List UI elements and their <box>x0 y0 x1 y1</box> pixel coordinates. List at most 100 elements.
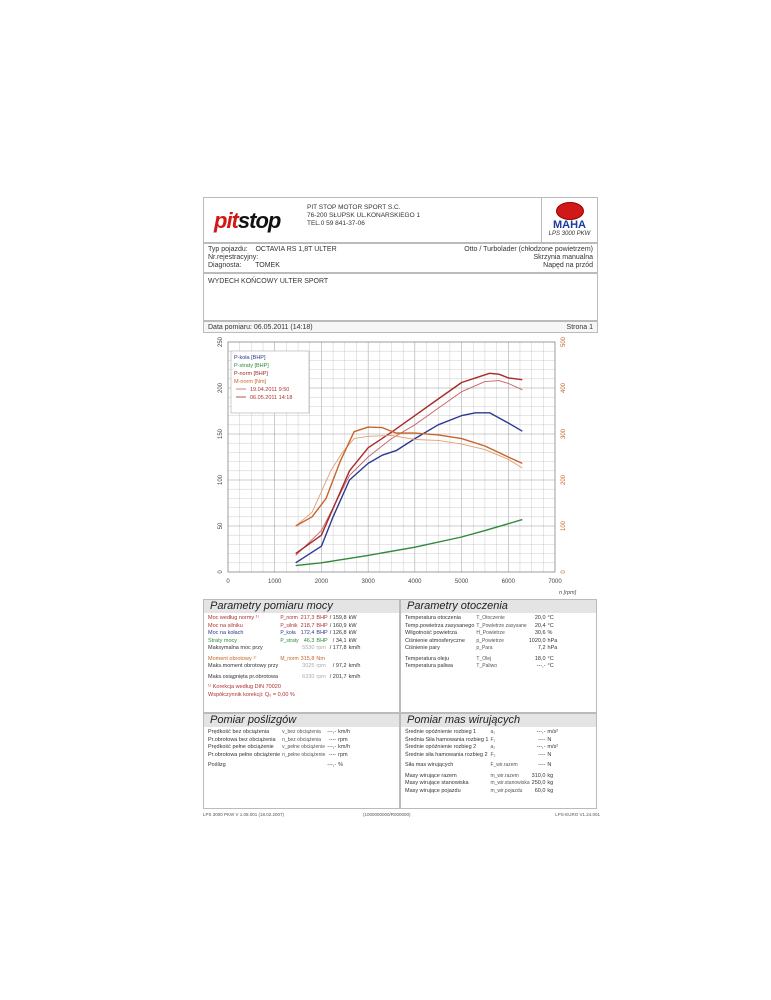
x-axis-label: n [rpm] <box>559 590 577 596</box>
param-value: 218,7 <box>300 622 315 629</box>
company-address: 76-200 SŁUPSK UL.KONARSKIEGO 1 <box>307 212 421 219</box>
section-title: Parametry pomiaru mocy <box>204 600 399 613</box>
param-unit-2: km/h <box>348 673 361 680</box>
x-tick-label: 2000 <box>315 579 329 585</box>
param-label: Temperatura otoczenia <box>405 615 461 621</box>
param-unit-2: °C <box>547 655 554 662</box>
param-row: Temperatura paliwa T_Paliwo ---,- °C <box>405 663 559 671</box>
param-symbol: P_koła <box>280 630 296 636</box>
report-header: pitstop PIT STOP MOTOR SPORT S.C. 76-200… <box>203 197 598 243</box>
y-left-tick-label: 250 <box>218 336 224 347</box>
param-unit-2: hPa <box>547 637 558 644</box>
param-value: 46,3 <box>303 637 315 644</box>
y-left-tick-label: 50 <box>218 522 224 529</box>
param-symbol: P_norm <box>280 615 298 621</box>
param-symbol: v_pełne obciążenie <box>282 744 325 750</box>
param-unit-2: % <box>338 762 344 768</box>
diagnostician-label: Diagnosta: <box>208 262 242 269</box>
x-tick-label: 1000 <box>268 579 282 585</box>
vehicle-type-label: Typ pojazdu: <box>208 246 248 253</box>
device-model: LPS 3000 PKW <box>548 231 591 237</box>
param-symbol: F₂ <box>490 751 496 758</box>
param-value-2: ---,- <box>327 729 337 735</box>
section-title: Pomiar poślizgów <box>204 714 399 727</box>
y-right-tick-label: 200 <box>561 474 567 485</box>
param-unit-2: °C <box>547 622 554 629</box>
param-value-2: / 160,9 <box>329 622 347 629</box>
y-left-tick-label: 200 <box>218 382 224 393</box>
param-value-2: / 97,2 <box>332 663 347 669</box>
param-symbol: a₁ <box>490 729 495 735</box>
param-symbol: T_Powietrze zasysane <box>476 622 527 629</box>
param-value-2: 20,4 <box>534 622 546 629</box>
plot-frame <box>227 341 556 573</box>
param-row: Poślizg ---,-% <box>208 762 352 770</box>
param-unit-2: kg <box>547 772 554 779</box>
vehicle-type-value: OCTAVIA RS 1,8T ULTER <box>255 246 337 253</box>
param-value: 6330 <box>302 673 315 680</box>
param-unit: BHP <box>316 615 328 621</box>
param-unit-2: N <box>547 736 552 743</box>
section-title: Parametry otoczenia <box>401 600 596 613</box>
param-value: 217,3 <box>300 615 315 621</box>
dyno-report: pitstop PIT STOP MOTOR SPORT S.C. 76-200… <box>203 197 600 822</box>
series-line <box>295 372 523 555</box>
param-symbol: n_pełne obciążenie <box>282 751 326 758</box>
param-value-2: ---- <box>538 736 546 743</box>
param-label: Moc według normy ¹⁾ <box>208 615 259 621</box>
param-symbol: H_Powietrze <box>476 630 505 636</box>
param-label: Prędkość pełne obciążenie <box>208 744 274 750</box>
param-label: Masy wirujące razem <box>405 772 457 779</box>
y-left-tick-label: 150 <box>218 428 224 439</box>
param-value-2: ---,- <box>327 744 337 750</box>
series-line <box>295 412 523 564</box>
x-tick-label: 0 <box>226 579 230 585</box>
param-symbol: m_wir.stanowiska <box>490 780 530 786</box>
power-parameters-section: Parametry pomiaru mocy Moc według normy ¹… <box>203 599 400 713</box>
param-value-2: ---- <box>328 736 337 743</box>
param-unit-2: kW <box>348 637 357 644</box>
param-row: Maks.moment obrotowy przy 3025 rpm / 97,2 km… <box>208 663 362 671</box>
param-symbol: F₁ <box>490 736 496 743</box>
param-label: Maksymalna moc przy <box>208 645 263 651</box>
param-symbol <box>280 663 300 671</box>
diagnostician-value: TOMEK <box>255 262 280 269</box>
param-row: Średnie opóźnienie rozbieg 2 a₂ ---,- m/s² <box>405 744 560 752</box>
param-value-2: ---- <box>538 751 546 758</box>
param-label: Maks.moment obrotowy przy <box>208 663 279 669</box>
param-label: Temperatura oleju <box>405 655 450 662</box>
series-line <box>295 380 523 556</box>
param-value-2: 20,0 <box>534 615 546 621</box>
legend-entry: P-norm [BHP] <box>234 371 268 377</box>
param-label: Prędkość bez obciążenia <box>208 729 270 735</box>
section-title: Pomiar mas wirujących <box>401 714 596 727</box>
param-symbol: T_Olej <box>476 655 492 662</box>
param-value-2: 310,0 <box>531 772 546 779</box>
param-row: Pr.obrotowa bez obciążenia n_bez obciążen… <box>208 737 352 745</box>
param-label: Masy wirujące stanowiska <box>405 780 469 786</box>
param-value-2: ---,- <box>536 729 546 735</box>
param-label: Ciśnienie pary <box>405 645 440 651</box>
param-unit-2: km/h <box>338 744 351 750</box>
param-symbol: p_Para <box>476 645 493 651</box>
param-unit-2: km/h <box>338 729 351 735</box>
company-phone: TEL.0 59 841-37-06 <box>307 220 365 227</box>
param-label: Moc na silniku <box>208 622 243 629</box>
param-row: Masy wirujące pojazdu m_wir.pojazdu 60,0 kg <box>405 788 560 796</box>
param-label: Temp.powietrza zasysanego <box>405 622 475 629</box>
param-symbol <box>280 645 300 653</box>
param-label: Średnie siła hamowania rozbieg 2 <box>405 751 488 758</box>
param-symbol: n_bez obciążenia <box>282 736 322 743</box>
param-value: 5530 <box>302 645 315 651</box>
legend-box <box>230 350 310 414</box>
param-value-2: 7,2 <box>537 645 546 651</box>
param-label: Pr.obrotowa bez obciążenia <box>208 736 276 743</box>
series-line <box>295 518 523 567</box>
param-value-2 <box>330 656 349 664</box>
param-table: Moc według normy ¹⁾ P_norm 217,3 BHP/ 159,8… <box>208 615 362 699</box>
param-unit-2: N <box>547 751 552 758</box>
param-symbol: m_wir.pojazdu <box>490 787 523 794</box>
x-tick-label: 4000 <box>408 579 422 585</box>
series-line <box>295 434 523 527</box>
param-row: Współczynnik korekcji: Q₀ = 0,00 % <box>208 692 362 700</box>
